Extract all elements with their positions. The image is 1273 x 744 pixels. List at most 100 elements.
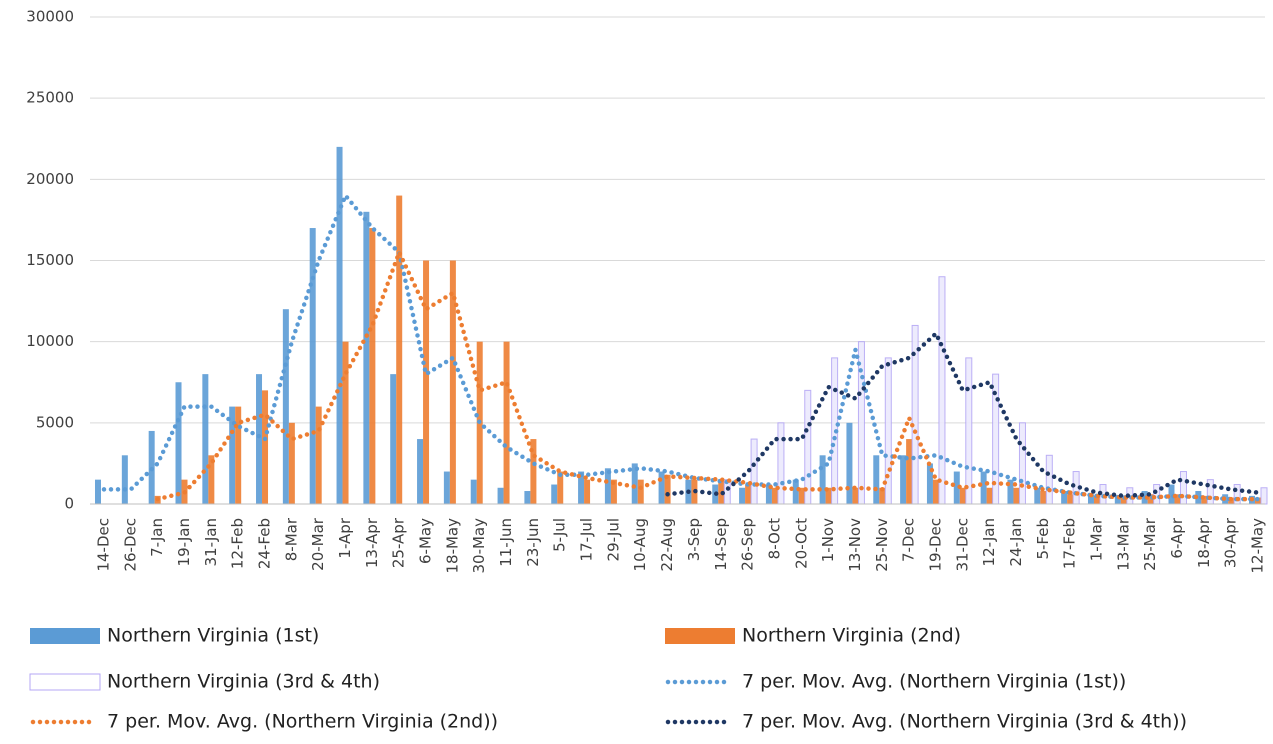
x-tick-label: 13-Apr bbox=[363, 517, 381, 568]
bar bbox=[1201, 495, 1208, 504]
x-tick-label: 7-Jan bbox=[148, 518, 166, 557]
bar bbox=[825, 487, 832, 504]
x-tick-label: 19-Jan bbox=[175, 518, 193, 566]
bar bbox=[745, 484, 752, 504]
bar bbox=[584, 479, 591, 504]
legend-label: Northern Virginia (3rd & 4th) bbox=[107, 671, 380, 693]
x-tick-label: 18-May bbox=[443, 518, 461, 574]
x-tick-label: 22-Aug bbox=[658, 518, 676, 571]
bar bbox=[610, 479, 617, 504]
bar bbox=[1087, 494, 1094, 504]
x-tick-label: 31-Dec bbox=[953, 518, 971, 572]
x-tick-label: 14-Dec bbox=[95, 518, 113, 572]
x-tick-label: 24-Feb bbox=[256, 518, 274, 569]
bar bbox=[604, 468, 611, 504]
x-tick-label: 8-Mar bbox=[282, 517, 300, 561]
legend-swatch bbox=[30, 628, 100, 644]
x-tick-label: 3-Sep bbox=[685, 518, 703, 561]
x-tick-label: 12-Jan bbox=[980, 518, 998, 566]
bar bbox=[959, 487, 966, 504]
legend-swatch bbox=[29, 673, 101, 691]
bar bbox=[423, 260, 430, 504]
x-tick-label: 8-Oct bbox=[765, 518, 783, 559]
x-tick-label: 12-May bbox=[1249, 518, 1267, 574]
bar bbox=[497, 487, 504, 504]
bar bbox=[1067, 494, 1074, 504]
bar bbox=[208, 455, 215, 504]
x-tick-label: 31-Jan bbox=[202, 518, 220, 566]
bar bbox=[1114, 495, 1121, 504]
bar bbox=[449, 260, 456, 504]
y-tick-label: 15000 bbox=[26, 251, 74, 269]
x-tick-label: 23-Jun bbox=[524, 518, 542, 567]
legend-label: Northern Virginia (1st) bbox=[107, 625, 319, 647]
x-tick-label: 30-May bbox=[470, 518, 488, 574]
bar bbox=[906, 439, 913, 504]
x-tick-label: 25-Nov bbox=[873, 518, 891, 572]
legend-label: Northern Virginia (2nd) bbox=[742, 625, 961, 647]
bar bbox=[288, 422, 295, 504]
bar bbox=[363, 211, 370, 505]
x-tick-label: 24-Jan bbox=[1007, 518, 1025, 566]
bar bbox=[1093, 495, 1100, 504]
bar bbox=[1045, 454, 1053, 505]
bar bbox=[739, 487, 746, 504]
x-tick-label: 12-Feb bbox=[229, 518, 247, 569]
bar bbox=[282, 309, 289, 504]
bar bbox=[980, 471, 987, 504]
x-tick-label: 26-Dec bbox=[121, 518, 139, 572]
moving-average-line bbox=[101, 191, 1261, 502]
bar bbox=[1260, 487, 1268, 505]
bar bbox=[262, 390, 269, 504]
x-tick-label: 30-Apr bbox=[1222, 517, 1240, 568]
bar bbox=[578, 471, 585, 504]
bar bbox=[953, 471, 960, 504]
bar bbox=[792, 479, 799, 504]
bar bbox=[336, 146, 343, 504]
x-tick-label: 1-Nov bbox=[819, 518, 837, 562]
moving-average-line bbox=[155, 246, 1261, 502]
bar bbox=[1174, 494, 1181, 504]
bar bbox=[342, 341, 349, 504]
bar bbox=[1040, 491, 1047, 504]
bar bbox=[926, 463, 933, 504]
bar bbox=[443, 471, 450, 504]
bar bbox=[524, 491, 531, 504]
bar bbox=[1153, 484, 1161, 505]
legend-swatch bbox=[665, 628, 735, 644]
x-tick-label: 1-Apr bbox=[336, 517, 354, 558]
x-tick-label: 6-Apr bbox=[1168, 517, 1186, 558]
bar bbox=[777, 422, 785, 505]
bar bbox=[390, 374, 397, 504]
x-tick-label: 1-Mar bbox=[1087, 517, 1105, 561]
bar bbox=[1179, 471, 1187, 505]
bar bbox=[557, 471, 564, 504]
bar bbox=[658, 471, 665, 504]
bar bbox=[750, 438, 758, 505]
bar bbox=[396, 195, 403, 505]
x-tick-label: 5-Jul bbox=[551, 518, 569, 552]
x-tick-label: 18-Apr bbox=[1195, 517, 1213, 568]
bar bbox=[256, 374, 263, 504]
bar bbox=[202, 374, 209, 504]
x-tick-label: 5-Feb bbox=[1034, 518, 1052, 560]
x-tick-label: 26-Sep bbox=[739, 518, 757, 571]
bar bbox=[1147, 494, 1154, 504]
bar bbox=[1013, 487, 1020, 504]
bar bbox=[900, 455, 907, 504]
x-tick-label: 13-Nov bbox=[846, 518, 864, 572]
y-tick-label: 30000 bbox=[26, 8, 74, 26]
x-tick-label: 17-Feb bbox=[1061, 518, 1079, 569]
bar bbox=[986, 487, 993, 504]
bar bbox=[852, 487, 859, 504]
x-tick-label: 6-May bbox=[417, 518, 435, 564]
x-tick-label: 17-Jul bbox=[578, 518, 596, 561]
bar bbox=[804, 389, 812, 505]
legend-label: 7 per. Mov. Avg. (Northern Virginia (3rd… bbox=[742, 711, 1187, 733]
bar bbox=[965, 357, 973, 505]
y-tick-label: 10000 bbox=[26, 332, 74, 350]
bar bbox=[1007, 479, 1014, 504]
x-tick-label: 10-Aug bbox=[631, 518, 649, 571]
bar bbox=[879, 487, 886, 504]
x-tick-label: 20-Oct bbox=[792, 518, 810, 569]
